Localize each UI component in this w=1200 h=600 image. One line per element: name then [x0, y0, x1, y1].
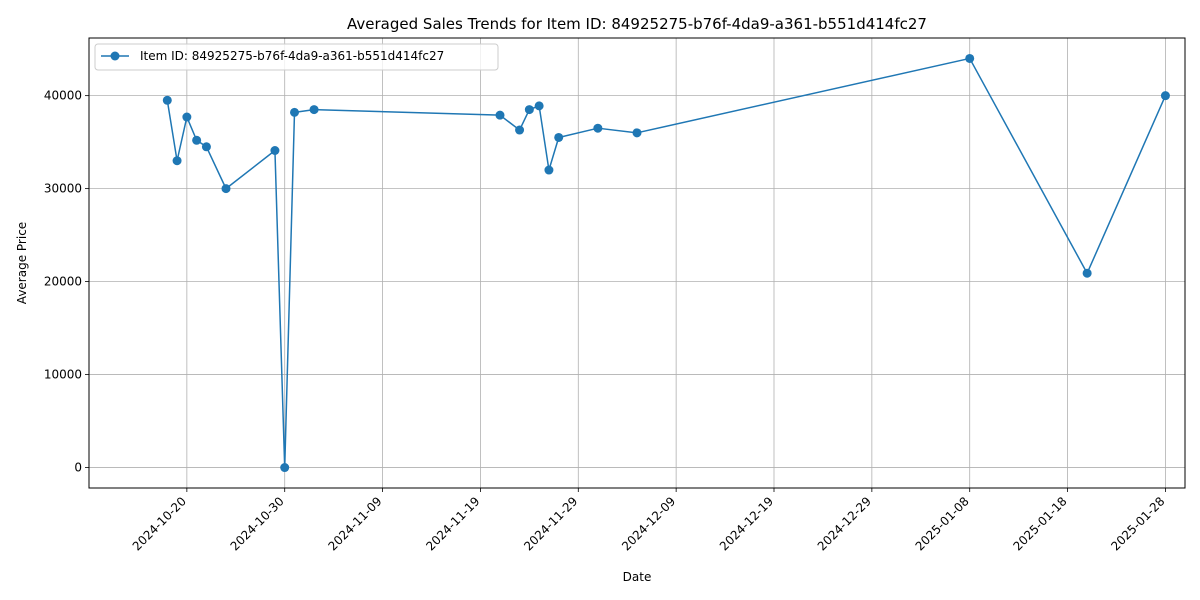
data-point	[515, 125, 525, 135]
x-tick-label: 2024-10-20	[130, 494, 189, 553]
y-axis-label: Average Price	[15, 222, 29, 304]
plot-area	[88, 37, 1186, 489]
x-tick-label: 2024-12-09	[619, 494, 678, 553]
data-point	[270, 146, 280, 155]
x-tick-label: 2024-12-19	[717, 494, 776, 553]
y-tick-label: 20000	[44, 275, 82, 289]
y-axis: 0 10000 20000 30000 40000	[44, 89, 89, 475]
data-point	[534, 101, 544, 111]
x-tick-label: 2024-12-29	[815, 494, 874, 553]
legend-box	[94, 43, 499, 71]
y-tick-label: 10000	[44, 368, 82, 382]
legend-marker	[110, 51, 120, 61]
x-tick-label: 2024-11-29	[521, 494, 580, 553]
data-point	[495, 110, 505, 120]
series-line	[166, 57, 1167, 469]
x-tick-label: 2024-11-19	[423, 494, 482, 553]
legend: Item ID: 84925275-b76f-4da9-a361-b551d41…	[94, 43, 499, 71]
x-tick-label: 2025-01-28	[1108, 494, 1167, 553]
x-axis: 2024-10-20 2024-10-30 2024-11-09 2024-11-19…	[130, 488, 1168, 553]
grid	[89, 38, 1185, 488]
data-point	[554, 132, 564, 142]
data-point	[1082, 268, 1092, 278]
x-axis-label: Date	[623, 570, 652, 584]
data-point	[965, 53, 975, 63]
x-tick-label: 2024-11-09	[325, 494, 384, 553]
data-point	[524, 105, 534, 115]
data-point	[544, 165, 554, 175]
data-point	[172, 156, 182, 166]
y-tick-label: 40000	[44, 89, 82, 103]
data-point	[162, 95, 172, 105]
data-point	[632, 128, 642, 138]
y-tick-label: 0	[74, 461, 82, 475]
series-group	[162, 53, 1170, 473]
chart-title: Averaged Sales Trends for Item ID: 84925…	[347, 15, 927, 33]
data-point	[182, 112, 192, 122]
legend-label: Item ID: 84925275-b76f-4da9-a361-b551d41…	[140, 49, 444, 63]
data-point	[201, 142, 211, 152]
data-point	[290, 107, 299, 117]
data-point	[593, 123, 603, 133]
data-point	[309, 105, 319, 115]
data-point	[280, 463, 290, 473]
x-tick-label: 2025-01-08	[913, 494, 972, 553]
x-tick-label: 2024-10-30	[228, 494, 287, 553]
y-tick-label: 30000	[44, 182, 82, 196]
data-point	[221, 184, 231, 194]
x-tick-label: 2025-01-18	[1010, 494, 1069, 553]
data-point	[192, 135, 202, 145]
data-point	[1160, 91, 1170, 101]
